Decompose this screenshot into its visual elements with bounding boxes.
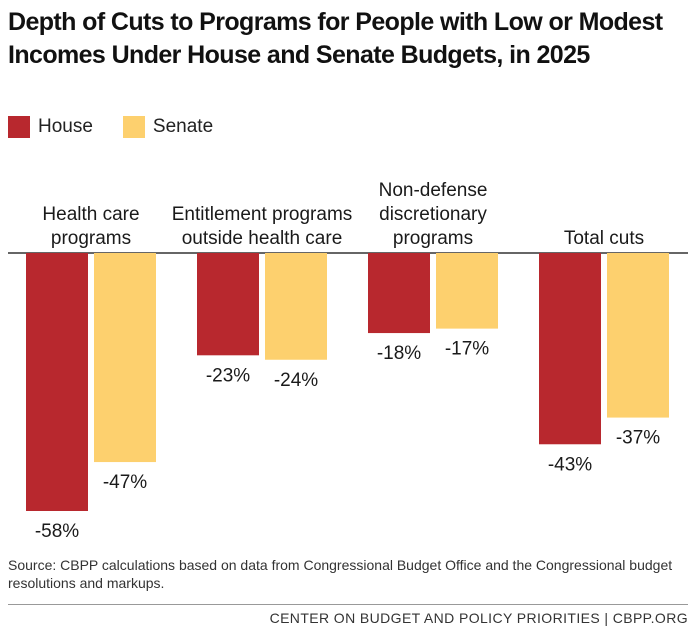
data-label-senate: -17% bbox=[445, 339, 489, 360]
category-label: Health care bbox=[42, 204, 139, 225]
bar-senate bbox=[265, 253, 327, 360]
bar-house bbox=[368, 253, 430, 334]
bar-house bbox=[197, 253, 259, 356]
data-label-house: -58% bbox=[35, 521, 79, 542]
data-label-senate: -47% bbox=[103, 472, 147, 493]
category-label: discretionary bbox=[379, 204, 487, 225]
footer-divider bbox=[8, 604, 688, 605]
data-label-house: -23% bbox=[206, 365, 250, 386]
bar-house bbox=[26, 253, 88, 511]
bar-chart: Health care programs -58% -47% Entitlement p… bbox=[8, 180, 688, 542]
bar-senate bbox=[607, 253, 669, 418]
category-label: outside health care bbox=[182, 228, 343, 249]
bar-senate bbox=[436, 253, 498, 329]
legend-item-house: House bbox=[8, 116, 93, 138]
legend-item-senate: Senate bbox=[122, 116, 214, 138]
legend-swatch-house bbox=[8, 116, 30, 138]
chart-title-line-1: Depth of Cuts to Programs for People wit… bbox=[8, 8, 663, 36]
category-label: programs bbox=[51, 228, 131, 249]
legend-swatch-senate bbox=[122, 116, 145, 138]
category-label: Non-defense bbox=[379, 180, 488, 201]
footer-credit: CENTER ON BUDGET AND POLICY PRIORITIES |… bbox=[269, 610, 688, 626]
data-label-senate: -24% bbox=[274, 370, 318, 391]
category-label: Entitlement programs bbox=[172, 204, 353, 225]
bar-house bbox=[539, 253, 601, 445]
data-label-house: -43% bbox=[548, 454, 592, 475]
chart-title-line-2: Incomes Under House and Senate Budgets, … bbox=[8, 41, 590, 69]
bar-senate bbox=[94, 253, 156, 463]
category-label: programs bbox=[393, 228, 473, 249]
legend-label-house: House bbox=[38, 116, 93, 137]
data-label-house: -18% bbox=[377, 343, 421, 364]
legend: House Senate bbox=[8, 116, 243, 138]
source-note: Source: CBPP calculations based on data … bbox=[8, 557, 673, 591]
legend-label-senate: Senate bbox=[152, 116, 214, 137]
category-label: Total cuts bbox=[564, 228, 644, 249]
data-label-senate: -37% bbox=[616, 428, 660, 449]
chart-title: Depth of Cuts to Programs for People wit… bbox=[8, 6, 688, 72]
